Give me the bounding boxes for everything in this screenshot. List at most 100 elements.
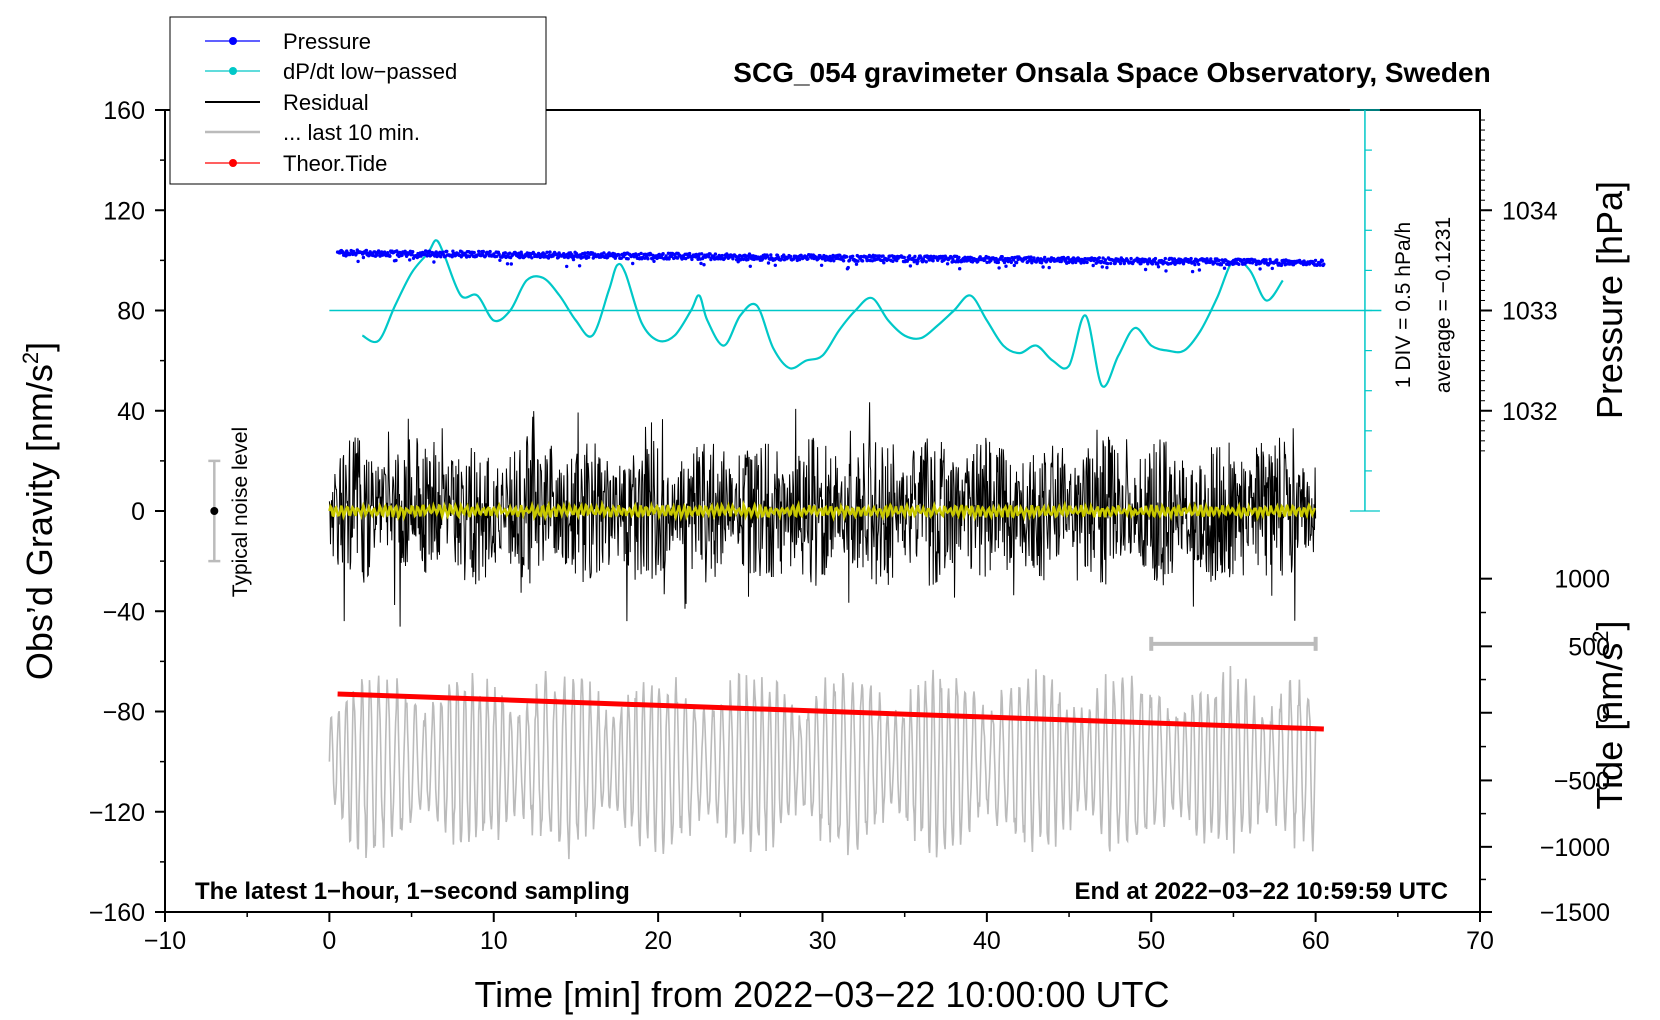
y-axis-label-end: ] <box>19 342 60 352</box>
pressure-point <box>907 254 912 258</box>
theor-tide-series <box>337 691 1324 732</box>
pressure-point <box>664 254 668 258</box>
pressure-point <box>1004 264 1008 268</box>
pressure-point <box>497 252 501 256</box>
last-10-min-series <box>328 665 1317 860</box>
pressure-point <box>916 259 920 263</box>
pressure-point <box>1097 256 1102 260</box>
pressure-tick-label: 1034 <box>1502 197 1558 225</box>
pressure-point <box>488 249 492 254</box>
legend-symbol-dot <box>229 159 237 167</box>
pressure-point <box>1000 255 1004 259</box>
noise-level-label: Typical noise level <box>229 427 252 597</box>
pressure-point <box>1242 257 1246 262</box>
pressure-point <box>477 249 481 254</box>
pressure-point <box>846 265 850 270</box>
y-axis-label-sup: 2 <box>18 352 43 364</box>
pressure-point <box>1059 259 1064 264</box>
pressure-point <box>1270 266 1275 271</box>
pressure-point <box>646 257 650 261</box>
tide-tick-label: −1000 <box>1540 834 1610 862</box>
pressure-point <box>530 256 534 260</box>
pressure-point <box>1209 257 1213 261</box>
pressure-point <box>583 251 587 255</box>
pressure-point <box>675 256 680 260</box>
pressure-point <box>1318 263 1322 267</box>
pressure-point <box>1109 261 1113 266</box>
pressure-point <box>1237 262 1241 266</box>
pressure-point <box>498 258 502 262</box>
axis-ticks: −10 0 10 20 30 40 50 60 7016012080400−40−80−120−… <box>89 97 1610 955</box>
pressure-point <box>1279 263 1284 268</box>
pressure-point <box>657 252 661 257</box>
pressure-point <box>1153 256 1158 261</box>
pressure-point <box>848 258 852 262</box>
pressure-point <box>1112 258 1116 263</box>
pressure-point <box>1014 260 1019 265</box>
pressure-point <box>856 259 860 263</box>
legend-label-residual: Residual <box>283 90 369 115</box>
pressure-point <box>408 258 412 262</box>
pressure-point <box>472 250 476 255</box>
x-tick-label: 50 <box>1137 927 1165 955</box>
pressure-point <box>797 257 802 262</box>
x-tick-label: 30 <box>809 927 837 955</box>
x-tick-label: 20 <box>644 927 672 955</box>
pressure-point <box>441 250 445 254</box>
pressure-point <box>1275 258 1279 262</box>
chart-title: SCG_054 gravimeter Onsala Space Observat… <box>733 57 1490 88</box>
legend-symbols <box>205 37 260 167</box>
pressure-point <box>958 267 962 271</box>
pressure-point <box>699 261 703 266</box>
pressure-point <box>1197 268 1202 272</box>
pressure-point <box>832 259 836 263</box>
pressure-point <box>902 255 906 260</box>
pressure-point <box>1258 267 1262 271</box>
pressure-point <box>1150 262 1155 266</box>
pressure-point <box>1219 263 1224 267</box>
pressure-point <box>631 261 635 266</box>
pressure-point <box>806 257 810 261</box>
pressure-point <box>913 254 917 259</box>
dpdt-average-label: average = −0.1231 <box>1432 217 1455 393</box>
pressure-point <box>617 253 621 257</box>
pressure-point <box>1193 262 1197 267</box>
pressure-point <box>851 254 855 258</box>
pressure-point <box>746 257 750 262</box>
pressure-point <box>708 252 712 256</box>
pressure-point <box>1164 269 1168 273</box>
pressure-point <box>741 257 746 262</box>
pressure-point <box>1313 258 1318 263</box>
y-tick-label: 40 <box>117 398 145 426</box>
residual-series <box>328 402 1317 627</box>
pressure-point <box>1264 258 1268 262</box>
legend-symbol-dot <box>229 37 237 45</box>
pressure-point <box>503 251 507 255</box>
y-tick-label: 160 <box>103 97 145 125</box>
pressure-point <box>860 259 865 263</box>
pressure-point <box>747 252 752 256</box>
pressure-point <box>706 255 711 259</box>
pressure-point <box>823 258 828 262</box>
pressure-point <box>548 250 552 254</box>
pressure-point <box>1190 269 1195 274</box>
pressure-point <box>713 252 718 256</box>
pressure-point <box>819 263 824 267</box>
pressure-point <box>1322 262 1326 266</box>
pressure-point <box>1032 256 1036 260</box>
pressure-point <box>450 255 454 259</box>
pressure-point <box>1156 262 1160 266</box>
pressure-point <box>505 262 510 266</box>
pressure-point <box>1012 263 1016 268</box>
pressure-point <box>652 259 656 263</box>
pressure-point <box>891 259 895 263</box>
pressure-point <box>546 256 551 260</box>
y-tick-label: −80 <box>103 699 145 727</box>
pressure-point <box>1197 262 1201 266</box>
pressure-point <box>1043 255 1047 260</box>
tide-tick-label: −500 <box>1554 767 1610 795</box>
pressure-point <box>375 253 379 257</box>
legend: Pressure dP/dt low−passed Residual ... l… <box>169 16 547 185</box>
dpdt-scale-label: 1 DIV = 0.5 hPa/h <box>1392 222 1415 388</box>
